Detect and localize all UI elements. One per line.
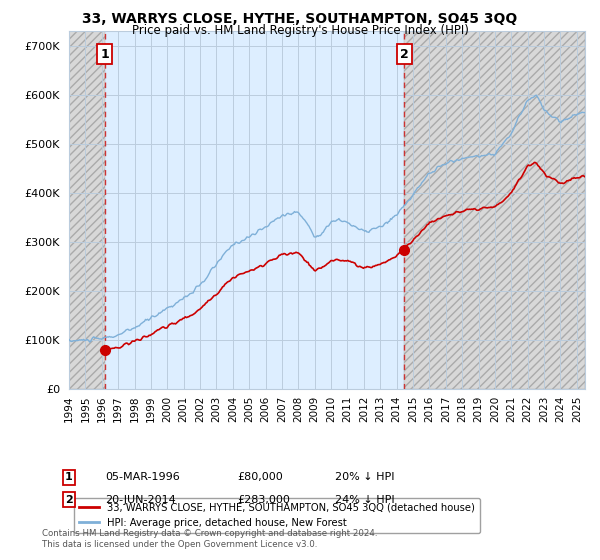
Bar	[404, 31, 585, 389]
Text: 05-MAR-1996: 05-MAR-1996	[105, 472, 180, 482]
Text: 1: 1	[100, 48, 109, 60]
Text: 2: 2	[65, 494, 73, 505]
Text: 20% ↓ HPI: 20% ↓ HPI	[335, 472, 394, 482]
Text: £80,000: £80,000	[237, 472, 283, 482]
Text: 1: 1	[65, 472, 73, 482]
Text: Price paid vs. HM Land Registry's House Price Index (HPI): Price paid vs. HM Land Registry's House …	[131, 24, 469, 36]
Text: 20-JUN-2014: 20-JUN-2014	[105, 494, 176, 505]
Text: 33, WARRYS CLOSE, HYTHE, SOUTHAMPTON, SO45 3QQ: 33, WARRYS CLOSE, HYTHE, SOUTHAMPTON, SO…	[82, 12, 518, 26]
Bar	[69, 31, 104, 389]
Text: Contains HM Land Registry data © Crown copyright and database right 2024.
This d: Contains HM Land Registry data © Crown c…	[42, 529, 377, 549]
Legend: 33, WARRYS CLOSE, HYTHE, SOUTHAMPTON, SO45 3QQ (detached house), HPI: Average pr: 33, WARRYS CLOSE, HYTHE, SOUTHAMPTON, SO…	[74, 498, 480, 533]
Text: 2: 2	[400, 48, 409, 60]
Text: 24% ↓ HPI: 24% ↓ HPI	[335, 494, 394, 505]
Text: £283,000: £283,000	[237, 494, 290, 505]
